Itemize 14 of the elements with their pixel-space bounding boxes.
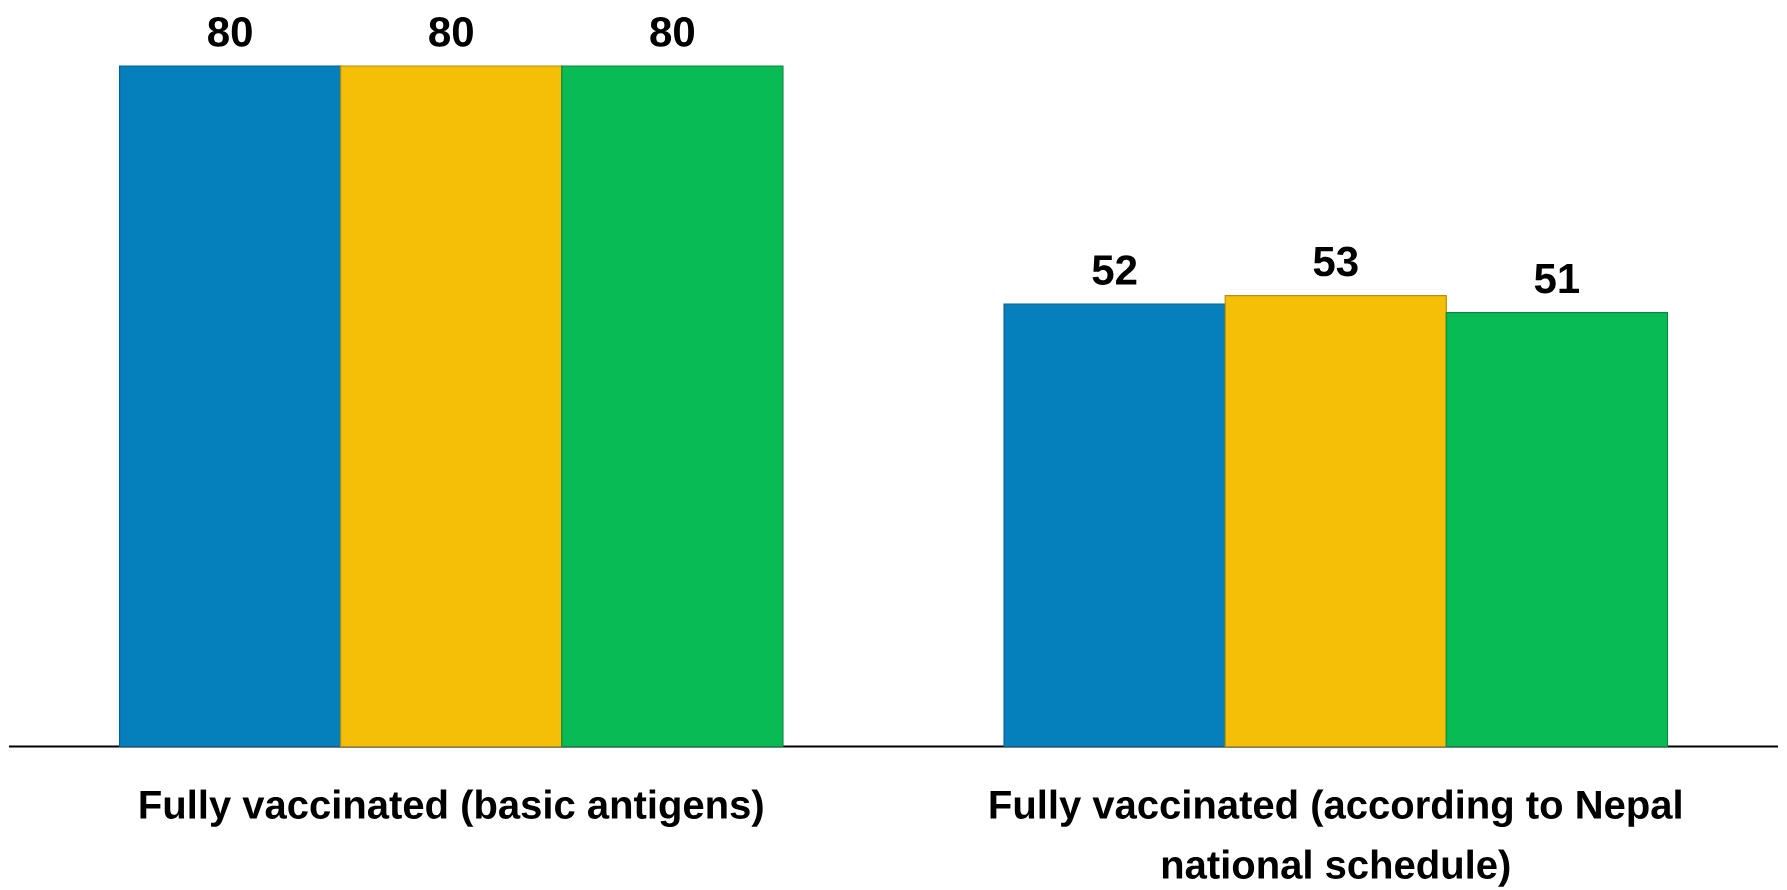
data-label: 80 [650,17,695,47]
bar [118,65,342,748]
bar [1445,312,1669,748]
data-label: 80 [208,17,252,47]
bar [1224,295,1447,748]
x-tick-label: Fully vaccinated (basic antigens) [140,789,763,828]
bar [561,65,784,748]
bar [340,65,563,748]
data-label: 52 [1092,255,1137,285]
data-label: 53 [1313,246,1358,277]
data-label: 51 [1534,264,1580,294]
x-tick-label: Fully vaccinated (according to Nepal national schedule) [990,789,1681,887]
bar [1003,303,1226,748]
data-label: 80 [429,17,473,47]
